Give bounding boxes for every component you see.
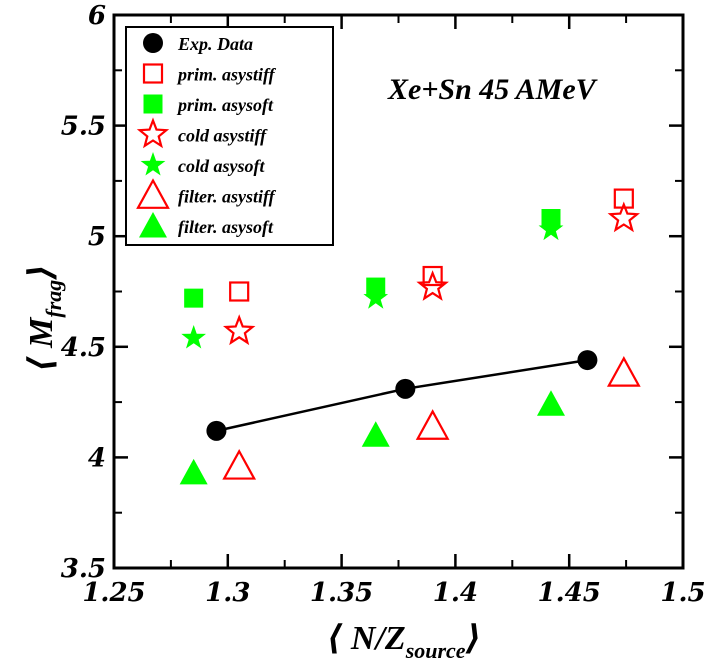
data-point-cold-asysoft [363,285,389,309]
data-point-cold-asystiff [416,270,449,301]
x-tick-label: 1.45 [538,578,601,608]
x-axis-title-close: ⟩ [465,620,482,657]
data-point-prim-asysoft [184,288,204,308]
legend-marker-filter-asysoft [139,212,167,238]
y-tick-label: 3.5 [61,554,106,584]
y-axis-title: ⟨ Mfrag⟩ [23,264,66,372]
x-tick-label: 1.4 [433,578,478,608]
legend-label-filter-asysoft: filter. asysoft [178,217,274,237]
data-point-prim-asystiff [613,188,634,209]
plot-marks [179,188,641,485]
legend-label-cold-asysoft: cold asysoft [178,156,265,176]
x-axis-title-main: ⟨ N/Z [327,620,406,657]
data-point-exp-data [395,378,416,399]
legend-label-prim-asysoft: prim. asysoft [176,95,274,115]
data-point-filter-asysoft [536,390,565,416]
y-tick-label: 6 [88,1,106,31]
data-point-exp-data [577,350,598,371]
data-point-prim-asystiff [422,265,443,287]
y-axis-title-sub: frag [41,280,66,318]
y-axis-title-main: ⟨ M [23,316,60,372]
legend-label-exp-data: Exp. Data [177,34,253,54]
data-point-cold-asystiff [222,314,256,346]
data-point-filter-asysoft [179,458,208,485]
y-tick-label: 5 [88,222,106,252]
legend-marker-filter-asystiff [136,178,170,209]
x-tick-label: 1.5 [660,578,705,608]
data-point-prim-asystiff [229,281,250,302]
legend-marker-exp-data [143,33,163,53]
x-axis-title-sub: source [405,638,466,663]
x-axis-title: ⟨ N/Zsource⟩ [327,620,481,663]
tick-labels: 1.25 1.3 1.35 1.4 1.45 1.5 3.5 4 4.5 5 5.5 6 [61,1,706,608]
y-tick-label: 4.5 [61,333,106,363]
legend-label-filter-asystiff: filter. asystiff [178,187,277,207]
y-tick-label: 5.5 [61,112,106,142]
x-tick-label: 1.25 [82,578,145,608]
x-tick-label: 1.35 [310,578,373,608]
data-point-filter-asystiff [222,448,257,480]
data-point-cold-asystiff [607,201,640,233]
data-point-filter-asysoft [361,421,390,447]
legend-label-prim-asystiff: prim. asystiff [176,65,277,85]
legend-marker-cold-asysoft [140,152,166,176]
data-point-filter-asystiff [606,356,641,387]
x-tick-label: 1.3 [205,578,250,608]
legend-marker-cold-asystiff [136,117,170,149]
legend-marker-prim-asystiff [142,63,164,84]
legend-marker-prim-asysoft [143,94,163,114]
data-point-exp-data [206,420,227,441]
data-point-filter-asystiff [415,409,450,440]
plot-annotation: Xe+Sn 45 AMeV [387,73,599,106]
y-tick-label: 4 [88,443,106,473]
data-point-cold-asysoft [538,216,564,241]
y-axis-title-close: ⟩ [23,264,60,281]
legend: Exp. Data prim. asystiff prim. asysoft cold… [125,26,334,246]
data-point-cold-asysoft [181,325,206,349]
legend-label-cold-asystiff: cold asystiff [178,126,268,146]
plot-frame [112,13,685,570]
